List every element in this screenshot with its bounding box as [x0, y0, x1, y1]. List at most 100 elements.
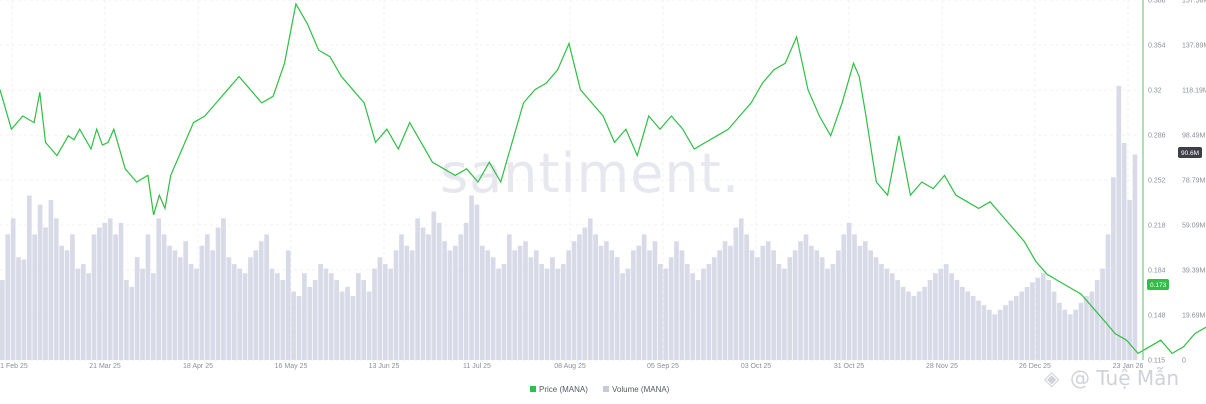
volume-bar — [560, 264, 566, 360]
volume-bar — [415, 218, 420, 360]
volume-bar — [334, 280, 340, 360]
volume-bars — [0, 85, 1138, 360]
last-volume-tag: 90.6M — [1178, 147, 1202, 158]
volume-bar — [587, 218, 593, 360]
volume-bar — [97, 227, 102, 360]
volume-bar — [1019, 291, 1025, 360]
volume-bar — [388, 268, 394, 360]
volume-bar — [21, 259, 27, 360]
volume-bar — [113, 234, 118, 360]
volume-tick-label: 59.09M — [1182, 223, 1206, 230]
x-tick-label: 26 Dec 25 — [1019, 363, 1051, 370]
volume-bar — [1062, 309, 1068, 360]
volume-bar — [625, 268, 631, 360]
volume-bar — [647, 250, 652, 360]
volume-bar — [949, 273, 954, 360]
volume-bar — [124, 280, 129, 360]
x-tick-label: 31 Oct 25 — [834, 363, 864, 370]
volume-bar — [722, 241, 728, 360]
volume-bar — [1051, 291, 1057, 360]
volume-bar — [787, 257, 793, 360]
volume-bar — [782, 268, 787, 360]
volume-bar — [43, 227, 48, 360]
volume-bar — [900, 286, 906, 360]
volume-bar — [701, 268, 706, 360]
volume-bar — [593, 234, 598, 360]
volume-bar — [382, 264, 388, 360]
volume-bar — [895, 280, 900, 360]
volume-bar — [976, 300, 981, 360]
volume-tick-label: 39.39M — [1182, 268, 1206, 275]
volume-tick-label: 137.89M — [1182, 43, 1206, 50]
volume-bar — [64, 250, 70, 360]
volume-bar — [663, 268, 669, 360]
volume-bar — [204, 234, 210, 360]
price-tick-label: 0.286 — [1148, 133, 1166, 140]
x-tick-label: 21 Mar 25 — [89, 363, 121, 370]
volume-bar — [221, 218, 226, 360]
volume-tick-label: 0 — [1182, 358, 1186, 365]
volume-bar — [253, 250, 259, 360]
volume-tick-label: 118.19M — [1182, 88, 1206, 95]
volume-bar — [199, 245, 205, 360]
volume-bar — [145, 234, 151, 360]
volume-bar — [237, 268, 243, 360]
volume-bar — [819, 257, 825, 360]
x-tick-label: 18 Apr 25 — [183, 363, 213, 370]
volume-bar — [1073, 309, 1078, 360]
volume-bar — [431, 211, 437, 360]
volume-bar — [614, 257, 620, 360]
volume-bar — [275, 273, 280, 360]
volume-bar — [37, 204, 43, 360]
volume-bar — [755, 257, 760, 360]
volume-bar — [1127, 200, 1132, 360]
volume-bar — [927, 280, 933, 360]
volume-bar — [830, 264, 836, 360]
volume-bar — [528, 257, 534, 360]
volume-bar — [960, 286, 965, 360]
volume-bar — [1003, 305, 1008, 360]
volume-bar — [102, 222, 108, 360]
volume-bar — [1030, 282, 1035, 360]
volume-bar — [194, 268, 199, 360]
volume-bar — [744, 234, 749, 360]
volume-tick-label: 157.58M — [1182, 0, 1206, 5]
volume-bar — [981, 305, 987, 360]
volume-bar — [776, 264, 782, 360]
volume-bar — [107, 218, 113, 360]
volume-bar — [841, 234, 847, 360]
legend-volume: Volume (MANA) — [612, 385, 670, 394]
volume-bar — [156, 218, 162, 360]
price-tick-label: 0.32 — [1148, 88, 1162, 95]
volume-bar — [852, 234, 857, 360]
volume-bar — [328, 273, 334, 360]
volume-bar — [695, 280, 701, 360]
volume-bar — [258, 241, 264, 360]
volume-bar — [183, 241, 189, 360]
x-tick-label: 28 Nov 25 — [926, 363, 958, 370]
volume-bar — [285, 250, 291, 360]
volume-bar — [350, 296, 356, 360]
volume-bar — [1067, 314, 1073, 360]
volume-bar — [857, 245, 863, 360]
legend-price: Price (MANA) — [539, 385, 588, 394]
price-tick-label: 0.148 — [1148, 313, 1166, 320]
volume-bar — [922, 286, 927, 360]
volume-bar — [749, 250, 755, 360]
volume-bar — [485, 250, 491, 360]
volume-bar — [501, 264, 507, 360]
volume-tick-label: 98.49M — [1182, 133, 1206, 140]
x-tick-label: 11 Jul 25 — [463, 363, 491, 370]
volume-bar — [728, 245, 733, 360]
volume-bar — [496, 268, 501, 360]
volume-bar — [458, 234, 464, 360]
price-tick-label: 0.184 — [1148, 268, 1166, 275]
x-tick-label: 23 Jan 26 — [1113, 363, 1144, 370]
volume-bar — [582, 227, 588, 360]
volume-bar — [792, 250, 798, 360]
volume-bar — [674, 241, 679, 360]
volume-bar — [803, 234, 809, 360]
volume-bar — [86, 273, 91, 360]
volume-bar — [571, 241, 577, 360]
